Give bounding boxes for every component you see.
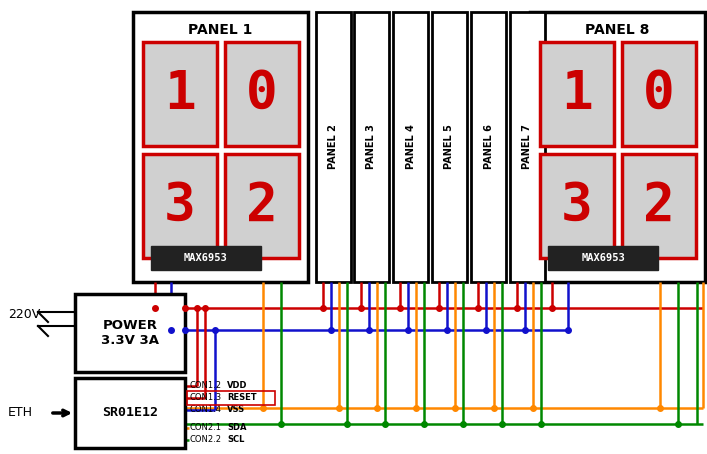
Text: PANEL 1: PANEL 1 <box>188 23 252 37</box>
Text: CON1.3: CON1.3 <box>189 394 221 403</box>
Bar <box>75 378 185 448</box>
Text: 3: 3 <box>164 180 196 232</box>
Text: 2: 2 <box>246 180 278 232</box>
Text: PANEL 2: PANEL 2 <box>329 124 339 169</box>
Bar <box>548 246 658 270</box>
Text: 0: 0 <box>246 68 278 120</box>
Text: RESET: RESET <box>227 394 257 403</box>
Bar <box>225 154 299 258</box>
Text: SDA: SDA <box>227 424 247 433</box>
Text: CON2.1: CON2.1 <box>189 424 221 433</box>
Text: PANEL 6: PANEL 6 <box>484 124 493 169</box>
Text: 3: 3 <box>561 180 593 232</box>
Text: SCL: SCL <box>227 435 245 444</box>
Bar <box>143 42 217 146</box>
Text: PANEL 4: PANEL 4 <box>406 124 416 169</box>
Bar <box>354 12 389 282</box>
Bar <box>540 42 614 146</box>
Text: PANEL 8: PANEL 8 <box>585 23 650 37</box>
Text: 1: 1 <box>164 68 196 120</box>
Text: PANEL 3: PANEL 3 <box>366 124 377 169</box>
Text: 0: 0 <box>643 68 675 120</box>
Text: PANEL 7: PANEL 7 <box>522 124 532 169</box>
Text: CON1.4: CON1.4 <box>189 405 221 415</box>
Bar <box>133 12 308 282</box>
Text: MAX6953: MAX6953 <box>184 253 228 263</box>
Bar <box>151 246 261 270</box>
Bar <box>393 12 428 282</box>
Text: PANEL 5: PANEL 5 <box>445 124 455 169</box>
Text: VSS: VSS <box>227 405 245 415</box>
Text: 1: 1 <box>561 68 593 120</box>
Text: ETH: ETH <box>8 406 33 419</box>
Bar <box>225 42 299 146</box>
Bar <box>510 12 545 282</box>
Text: VDD: VDD <box>227 381 247 390</box>
Bar <box>187 391 275 405</box>
Text: CON1.2: CON1.2 <box>189 381 221 390</box>
Bar <box>540 154 614 258</box>
Text: 220V: 220V <box>8 307 40 321</box>
Text: POWER
3.3V 3A: POWER 3.3V 3A <box>101 319 159 347</box>
Bar <box>75 294 185 372</box>
Text: CON2.2: CON2.2 <box>189 435 221 444</box>
Bar <box>622 42 696 146</box>
Bar <box>530 12 705 282</box>
Text: 2: 2 <box>643 180 675 232</box>
Bar <box>316 12 351 282</box>
Bar <box>432 12 467 282</box>
Bar <box>471 12 506 282</box>
Bar <box>622 154 696 258</box>
Bar <box>143 154 217 258</box>
Text: SR01E12: SR01E12 <box>102 406 158 419</box>
Text: MAX6953: MAX6953 <box>581 253 625 263</box>
